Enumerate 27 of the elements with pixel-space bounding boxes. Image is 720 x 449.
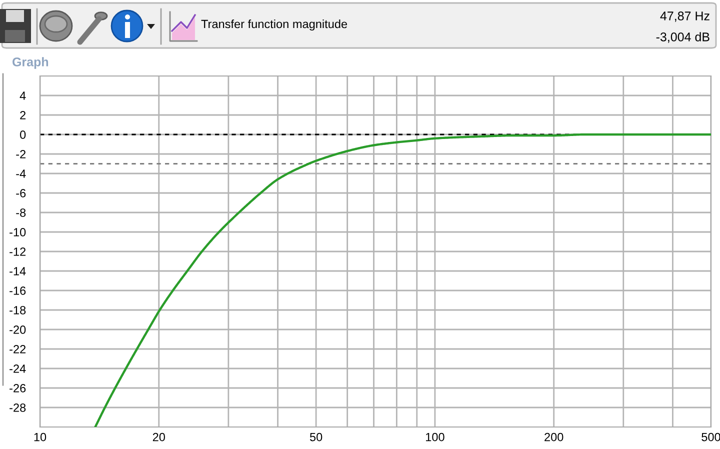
y-tick-label: -12 <box>10 248 26 256</box>
x-tick-label: 200 <box>544 432 564 442</box>
x-tick-label: 100 <box>426 432 444 442</box>
y-tick-label: -20 <box>10 326 26 334</box>
y-tick-label: -18 <box>10 306 26 314</box>
text: Graph <box>12 57 48 69</box>
y-tick-label: -16 <box>10 286 26 295</box>
x-tick-label: 500 <box>702 432 720 442</box>
text: 47,87 Hz <box>660 12 710 22</box>
y-tick-label: -10 <box>10 228 26 236</box>
chart-title: Transfer function magnitude <box>201 20 348 31</box>
y-tick-label: -6 <box>16 189 26 198</box>
text: -3,004 dB <box>656 32 710 43</box>
y-tick-label: 4 <box>20 92 26 100</box>
y-tick-label: -28 <box>10 404 26 412</box>
y-tick-label: -22 <box>10 345 26 354</box>
y-tick-label: 0 <box>20 130 26 139</box>
x-tick-label: 50 <box>310 432 322 442</box>
y-tick-label: -8 <box>16 208 26 217</box>
y-tick-label: -24 <box>10 364 26 373</box>
y-tick-label: 2 <box>20 111 26 120</box>
x-tick-label: 20 <box>152 432 165 442</box>
y-tick-label: -2 <box>16 150 26 158</box>
y-tick-label: -4 <box>16 170 26 178</box>
y-tick-label: -26 <box>10 384 26 392</box>
y-tick-label: -14 <box>10 267 26 276</box>
x-tick-label: 10 <box>34 432 46 442</box>
